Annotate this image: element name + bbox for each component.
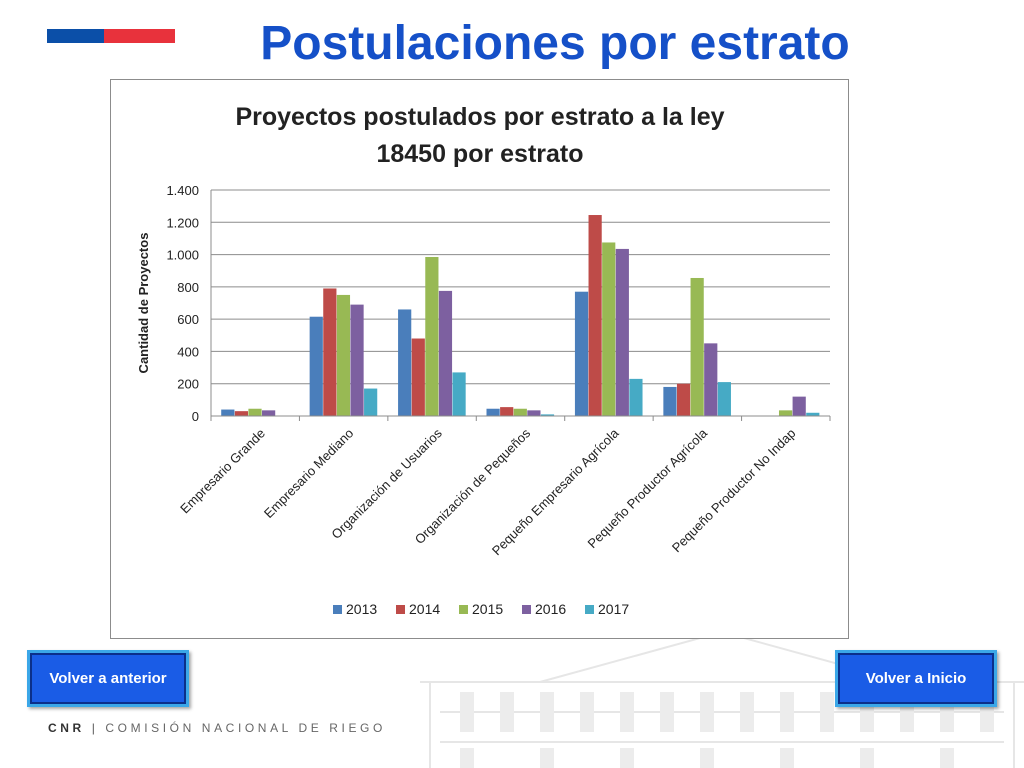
x-category-label: Empresario Grande xyxy=(177,426,268,517)
y-tick-label: 600 xyxy=(177,312,199,327)
bar-2014 xyxy=(411,338,425,416)
bar-2014 xyxy=(234,411,249,416)
bar-2013 xyxy=(221,409,235,416)
bar-2015 xyxy=(513,408,527,416)
bar-2015 xyxy=(602,242,616,416)
footer-separator: | xyxy=(91,721,99,735)
chart-frame: Proyectos postulados por estrato a la le… xyxy=(110,79,849,639)
bar-2016 xyxy=(704,343,718,416)
bar-2017 xyxy=(540,414,555,416)
chart-title-line: 18450 por estrato xyxy=(376,140,583,168)
bar-2015 xyxy=(425,256,439,416)
building-watermark xyxy=(420,630,1024,768)
flag-blue-stripe xyxy=(47,29,104,43)
bar-2016 xyxy=(792,396,806,416)
y-tick-label: 800 xyxy=(177,280,199,295)
bar-2016 xyxy=(527,410,541,416)
bar-2015 xyxy=(778,410,793,416)
y-tick-label: 1.200 xyxy=(166,215,199,230)
legend-swatch-2016 xyxy=(522,605,531,614)
legend-label-2015: 2015 xyxy=(472,601,503,617)
legend-swatch-2013 xyxy=(333,605,342,614)
bar-2016 xyxy=(350,304,364,416)
bar-2017 xyxy=(717,382,731,416)
flag-logo xyxy=(47,29,175,43)
back-button-label: Volver a anterior xyxy=(49,669,167,687)
bar-2014 xyxy=(676,383,691,416)
bar-2016 xyxy=(262,410,276,416)
slide-title: Postulaciones por estrato xyxy=(260,17,850,70)
bar-2015 xyxy=(336,294,351,416)
legend-swatch-2015 xyxy=(459,605,468,614)
bar-2017 xyxy=(629,378,643,416)
chart-title-line: Proyectos postulados por estrato a la le… xyxy=(235,103,724,131)
home-button[interactable]: Volver a Inicio xyxy=(835,650,997,707)
y-axis-label: Cantidad de Proyectos xyxy=(136,233,151,374)
flag-red-stripe xyxy=(104,29,175,43)
legend-swatch-2017 xyxy=(585,605,594,614)
x-category-label: Empresario Mediano xyxy=(261,426,356,521)
bar-2014 xyxy=(588,215,602,416)
bar-2015 xyxy=(690,277,704,416)
bar-2017 xyxy=(364,388,378,416)
bar-2014 xyxy=(323,288,337,416)
bar-2017 xyxy=(806,412,820,416)
bar-2015 xyxy=(248,408,262,416)
legend-label-2014: 2014 xyxy=(409,601,440,617)
y-tick-label: 200 xyxy=(177,377,199,392)
bar-2016 xyxy=(438,290,453,416)
footer: CNR | COMISIÓN NACIONAL DE RIEGO xyxy=(48,721,386,735)
bar-2013 xyxy=(574,291,589,416)
bar-2017 xyxy=(452,372,466,416)
bar-2013 xyxy=(309,316,323,416)
y-tick-label: 1.400 xyxy=(166,183,199,198)
bar-2013 xyxy=(486,408,500,416)
y-tick-label: 1.000 xyxy=(166,248,199,263)
footer-acronym: CNR xyxy=(48,721,85,735)
bar-2016 xyxy=(615,248,629,416)
legend-label-2013: 2013 xyxy=(346,601,377,617)
legend-swatch-2014 xyxy=(396,605,405,614)
bar-2013 xyxy=(398,309,412,416)
legend-label-2017: 2017 xyxy=(598,601,629,617)
bar-2014 xyxy=(500,407,514,416)
back-button[interactable]: Volver a anterior xyxy=(27,650,189,707)
footer-org: COMISIÓN NACIONAL DE RIEGO xyxy=(105,721,386,735)
bar-chart: Proyectos postulados por estrato a la le… xyxy=(136,103,831,617)
y-tick-label: 0 xyxy=(192,409,199,424)
home-button-label: Volver a Inicio xyxy=(865,669,967,687)
y-tick-label: 400 xyxy=(177,344,199,359)
bar-2013 xyxy=(663,386,677,416)
legend-label-2016: 2016 xyxy=(535,601,566,617)
